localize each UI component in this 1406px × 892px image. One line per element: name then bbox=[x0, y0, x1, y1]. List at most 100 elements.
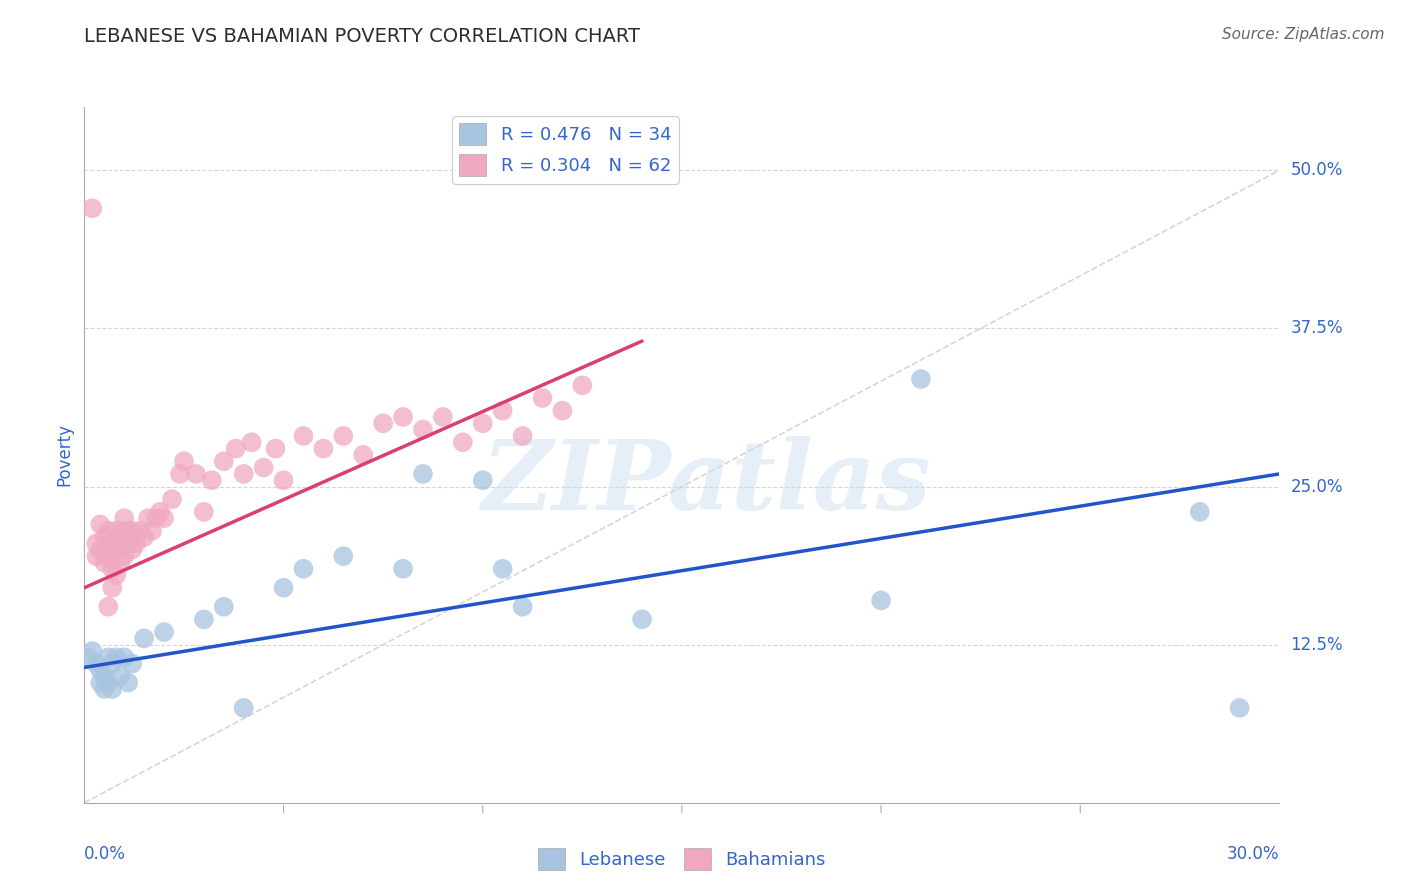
Point bbox=[264, 442, 287, 456]
Point bbox=[105, 524, 128, 538]
Point bbox=[451, 435, 474, 450]
Point bbox=[117, 675, 139, 690]
Point bbox=[110, 669, 132, 683]
Point bbox=[121, 524, 143, 538]
Point bbox=[136, 511, 159, 525]
Point bbox=[93, 681, 115, 696]
Point bbox=[89, 675, 111, 690]
Point bbox=[193, 612, 215, 626]
Point bbox=[531, 391, 554, 405]
Point bbox=[412, 467, 434, 481]
Text: 0.0%: 0.0% bbox=[84, 845, 127, 863]
Point bbox=[412, 423, 434, 437]
Point bbox=[86, 536, 108, 550]
Point bbox=[225, 442, 247, 456]
Point bbox=[471, 417, 494, 431]
Text: 12.5%: 12.5% bbox=[1291, 636, 1343, 654]
Point bbox=[273, 581, 295, 595]
Text: 25.0%: 25.0% bbox=[1291, 477, 1343, 496]
Point bbox=[392, 409, 415, 424]
Point bbox=[371, 417, 394, 431]
Point bbox=[112, 524, 135, 538]
Point bbox=[101, 581, 124, 595]
Text: ZIPatlas: ZIPatlas bbox=[481, 436, 931, 530]
Point bbox=[101, 562, 124, 576]
Point bbox=[110, 556, 132, 570]
Point bbox=[153, 625, 176, 640]
Point bbox=[93, 669, 115, 683]
Point bbox=[512, 599, 534, 614]
Point bbox=[97, 650, 120, 665]
Point bbox=[89, 542, 111, 557]
Point bbox=[82, 201, 104, 215]
Point bbox=[292, 562, 315, 576]
Point bbox=[101, 536, 124, 550]
Point bbox=[312, 442, 335, 456]
Point bbox=[97, 549, 120, 563]
Point bbox=[492, 403, 515, 417]
Point bbox=[112, 650, 135, 665]
Point bbox=[1188, 505, 1211, 519]
Point bbox=[193, 505, 215, 519]
Y-axis label: Poverty: Poverty bbox=[55, 424, 73, 486]
Point bbox=[105, 568, 128, 582]
Point bbox=[101, 657, 124, 671]
Point bbox=[910, 372, 932, 386]
Point bbox=[212, 454, 235, 468]
Point bbox=[201, 473, 224, 487]
Point bbox=[471, 473, 494, 487]
Point bbox=[352, 448, 374, 462]
Point bbox=[129, 524, 152, 538]
Point bbox=[97, 524, 120, 538]
Point bbox=[232, 467, 254, 481]
Point bbox=[112, 549, 135, 563]
Point bbox=[173, 454, 195, 468]
Text: 50.0%: 50.0% bbox=[1291, 161, 1343, 179]
Point bbox=[571, 378, 593, 392]
Point bbox=[97, 599, 120, 614]
Point bbox=[184, 467, 207, 481]
Point bbox=[551, 403, 574, 417]
Point bbox=[212, 599, 235, 614]
Point bbox=[93, 530, 115, 544]
Point bbox=[105, 542, 128, 557]
Point bbox=[870, 593, 893, 607]
Point bbox=[141, 524, 163, 538]
Point bbox=[82, 644, 104, 658]
Point bbox=[160, 492, 183, 507]
Point bbox=[117, 524, 139, 538]
Text: 30.0%: 30.0% bbox=[1227, 845, 1279, 863]
Point bbox=[125, 536, 148, 550]
Point bbox=[153, 511, 176, 525]
Point bbox=[110, 536, 132, 550]
Point bbox=[145, 511, 167, 525]
Point bbox=[132, 632, 156, 646]
Point bbox=[132, 530, 156, 544]
Point bbox=[121, 657, 143, 671]
Point bbox=[232, 701, 254, 715]
Point bbox=[273, 473, 295, 487]
Point bbox=[89, 517, 111, 532]
Point bbox=[117, 536, 139, 550]
Point bbox=[392, 562, 415, 576]
Point bbox=[292, 429, 315, 443]
Point bbox=[97, 675, 120, 690]
Point bbox=[105, 650, 128, 665]
Text: Source: ZipAtlas.com: Source: ZipAtlas.com bbox=[1222, 27, 1385, 42]
Point bbox=[101, 681, 124, 696]
Point bbox=[112, 511, 135, 525]
Point bbox=[89, 663, 111, 677]
Point bbox=[77, 650, 100, 665]
Text: LEBANESE VS BAHAMIAN POVERTY CORRELATION CHART: LEBANESE VS BAHAMIAN POVERTY CORRELATION… bbox=[84, 27, 640, 45]
Point bbox=[253, 460, 276, 475]
Point bbox=[169, 467, 191, 481]
Point bbox=[512, 429, 534, 443]
Point bbox=[1229, 701, 1251, 715]
Point bbox=[332, 549, 354, 563]
Point bbox=[86, 549, 108, 563]
Point bbox=[492, 562, 515, 576]
Point bbox=[93, 556, 115, 570]
Point bbox=[121, 542, 143, 557]
Point bbox=[432, 409, 454, 424]
Point bbox=[332, 429, 354, 443]
